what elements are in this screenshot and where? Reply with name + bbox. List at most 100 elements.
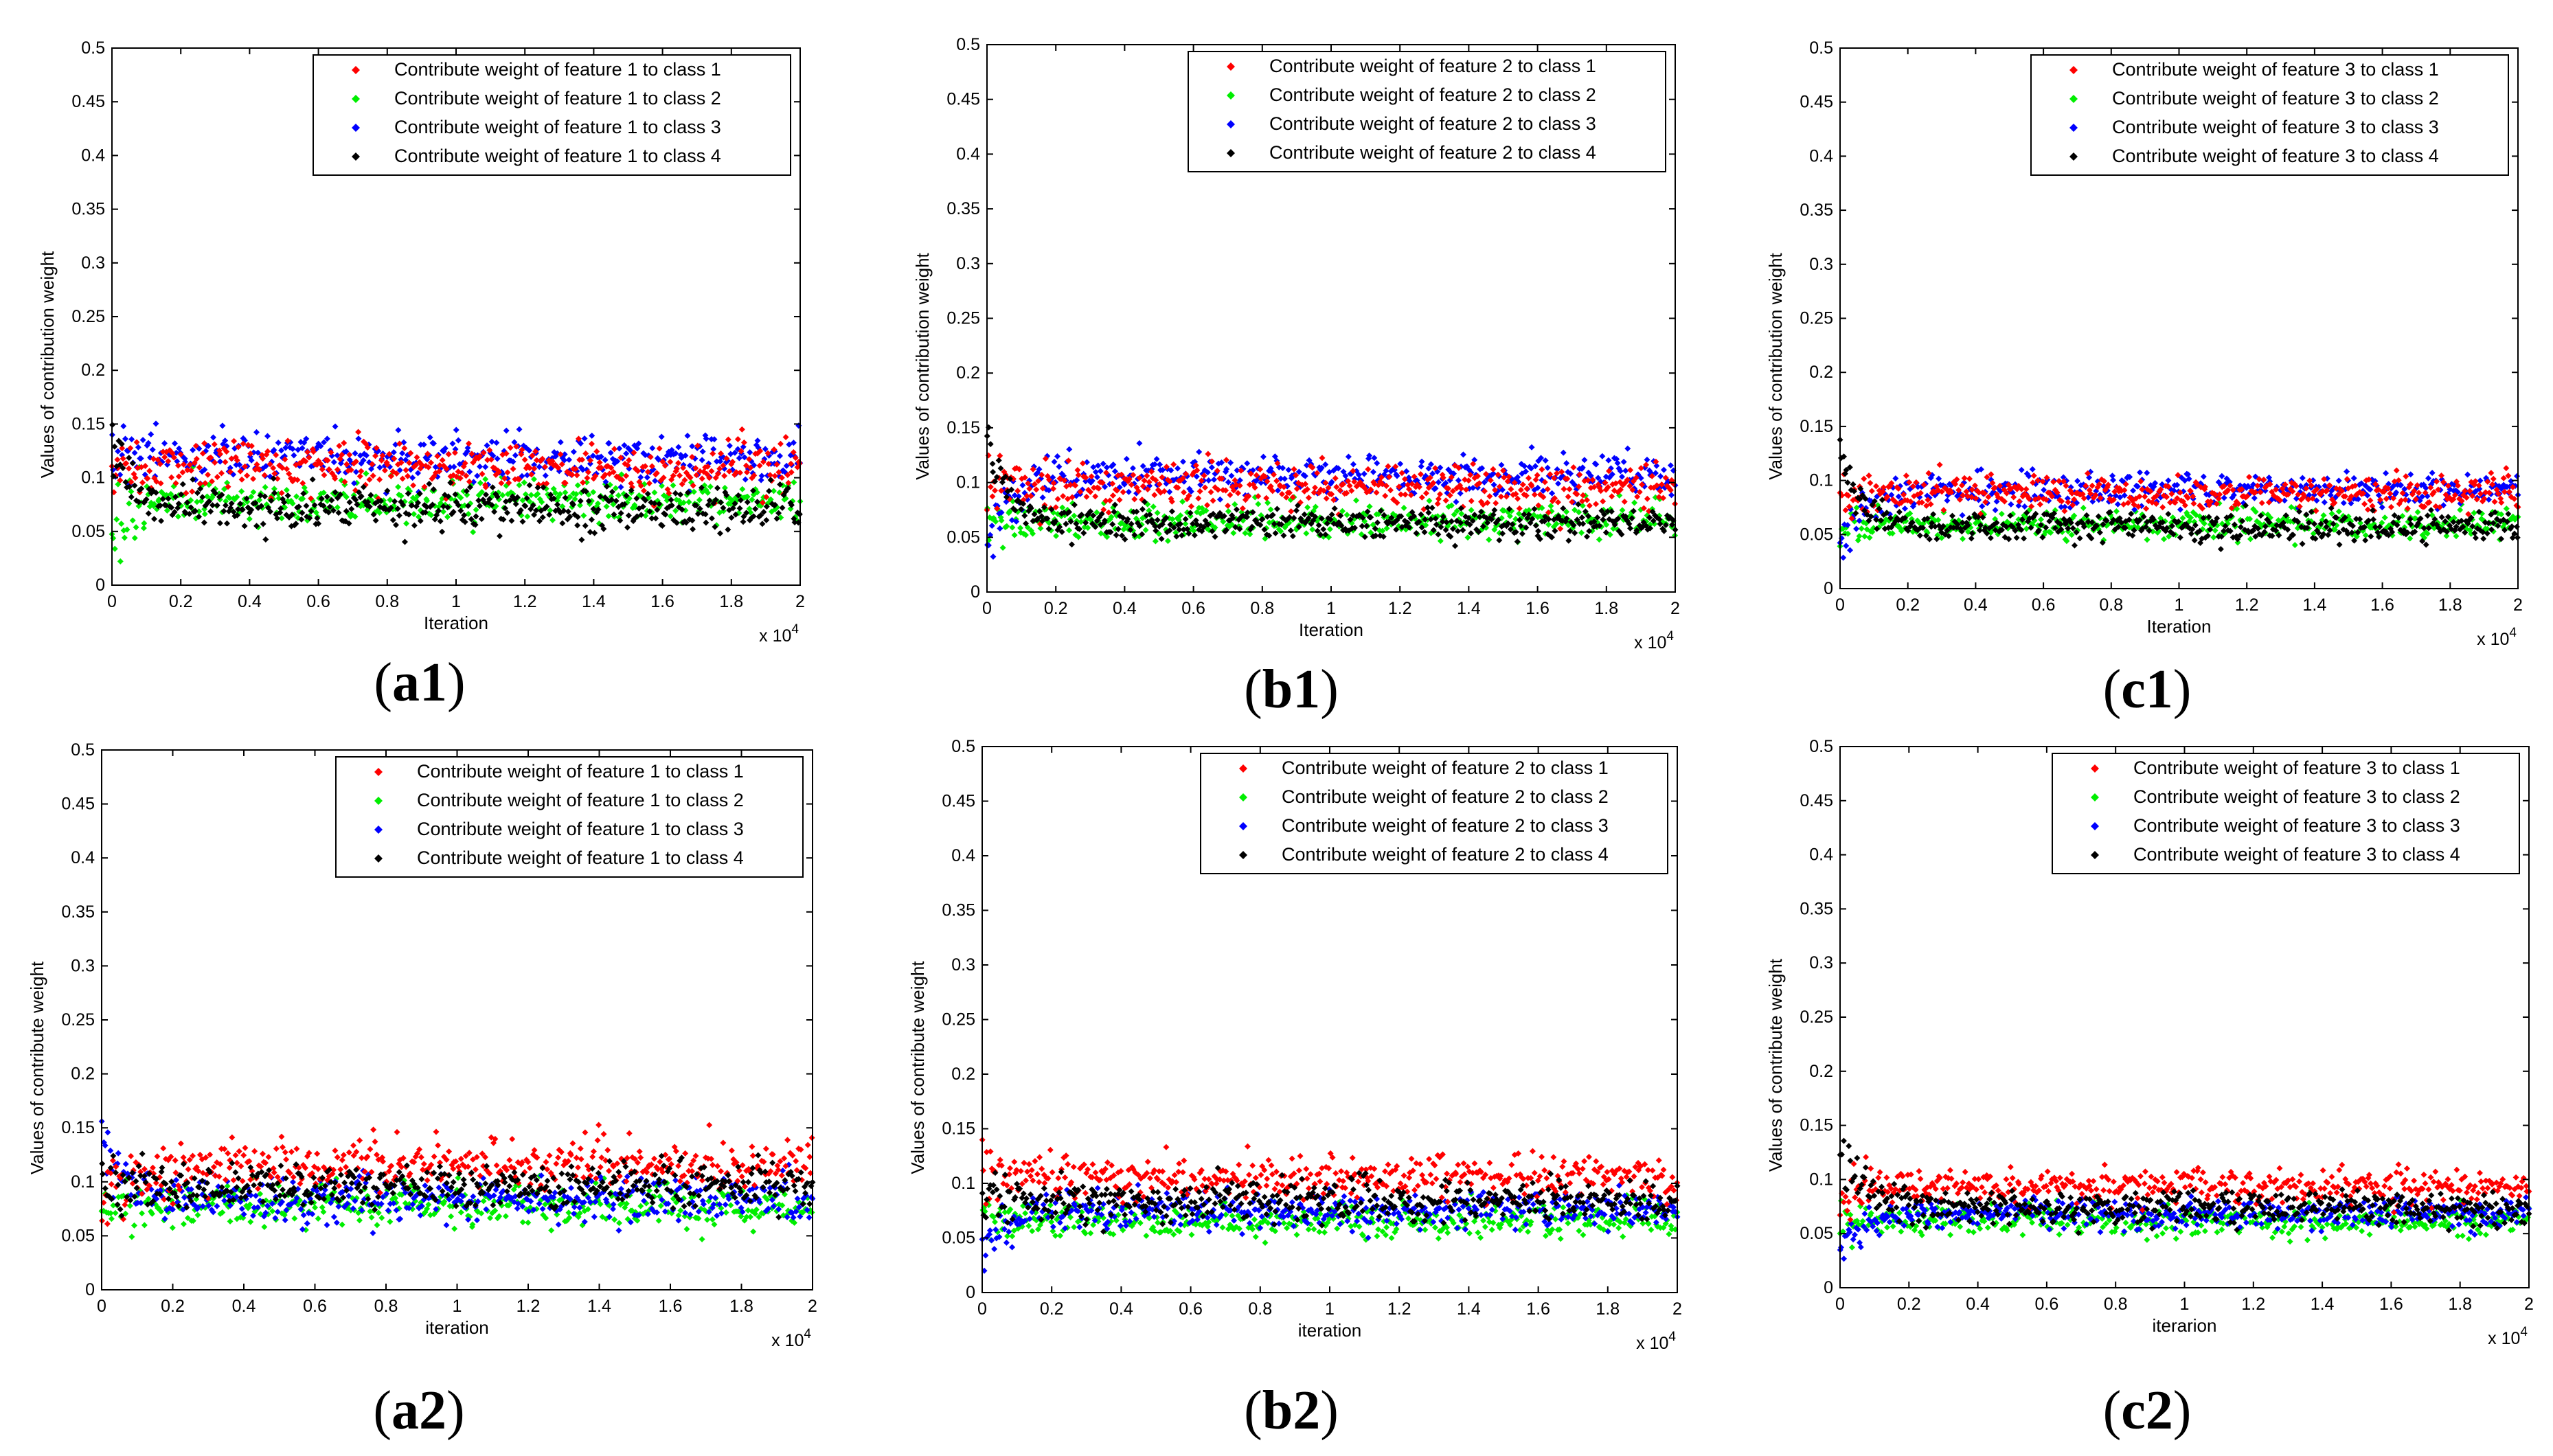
data-point: [642, 512, 649, 519]
legend: Contribute weight of feature 1 to class …: [313, 54, 791, 176]
data-point: [742, 476, 749, 483]
data-point: [466, 478, 473, 485]
data-point: [346, 451, 353, 458]
data-point: [649, 445, 656, 452]
data-point: [699, 457, 705, 464]
data-point: [589, 432, 595, 439]
data-point: [582, 450, 589, 457]
data-point: [403, 520, 410, 527]
data-point: [427, 459, 434, 466]
data-point: [378, 457, 385, 464]
data-point: [477, 479, 484, 486]
data-point: [190, 446, 196, 453]
data-point: [172, 440, 179, 447]
y-tick-label: 0.3: [81, 253, 105, 273]
data-point: [205, 498, 212, 505]
data-point: [617, 484, 624, 490]
data-point: [179, 469, 186, 476]
data-point: [552, 490, 559, 497]
data-point: [317, 443, 324, 450]
data-point: [615, 492, 622, 499]
data-point: [226, 494, 233, 501]
x-tick-label: 0.4: [1113, 599, 1137, 618]
data-point: [270, 464, 277, 471]
data-point: [512, 452, 519, 459]
data-point: [352, 513, 359, 520]
x-tick-label: 1.2: [513, 592, 537, 611]
data-point: [225, 484, 231, 490]
data-point: [443, 466, 450, 473]
data-point: [762, 446, 769, 453]
data-point: [692, 465, 699, 472]
data-point: [332, 423, 339, 430]
data-point: [122, 435, 128, 442]
y-axis-label: Values of contribution weight: [912, 252, 933, 479]
data-point: [262, 484, 269, 490]
data-point: [635, 468, 642, 475]
data-point: [197, 486, 204, 492]
data-point: [731, 449, 738, 456]
data-point: [524, 513, 531, 520]
data-point: [672, 450, 679, 457]
data-point: [250, 489, 257, 496]
data-point: [693, 472, 700, 479]
data-point: [248, 457, 255, 464]
x-tick-label: 1.4: [582, 592, 606, 611]
data-point: [317, 460, 324, 467]
x-tick-label: 0.4: [238, 592, 262, 611]
data-point: [519, 497, 526, 503]
data-point: [186, 510, 193, 517]
data-point: [635, 440, 642, 447]
data-point: [440, 508, 447, 515]
data-point: [370, 473, 376, 479]
data-point: [493, 440, 500, 446]
data-point: [680, 464, 687, 471]
data-point: [271, 470, 278, 477]
data-point: [503, 450, 510, 457]
data-point: [282, 444, 289, 451]
x-tick-label: 1.4: [1457, 599, 1481, 618]
data-point: [352, 458, 359, 465]
data-point: [726, 442, 733, 449]
x-axis-label: Iteration: [424, 613, 488, 633]
data-point: [150, 516, 157, 523]
data-point: [113, 516, 120, 523]
data-point: [644, 468, 651, 475]
data-point: [194, 490, 201, 497]
data-point: [725, 436, 731, 443]
data-point: [596, 459, 603, 466]
data-point: [744, 493, 751, 500]
data-point: [480, 449, 487, 456]
data-point: [572, 466, 579, 473]
data-point: [516, 481, 523, 488]
data-point: [308, 495, 315, 502]
data-point: [355, 435, 362, 442]
data-point: [442, 445, 449, 452]
data-point: [407, 450, 414, 457]
y-tick-label: 0.3: [956, 254, 980, 273]
data-point: [222, 459, 229, 466]
data-point: [289, 500, 296, 507]
data-point: [205, 442, 212, 449]
data-point: [320, 489, 327, 496]
data-point: [201, 511, 208, 518]
data-point: [207, 454, 214, 461]
data-point: [477, 463, 484, 470]
data-point: [405, 473, 411, 479]
data-point: [152, 489, 159, 496]
data-point: [266, 461, 273, 468]
data-point: [536, 464, 543, 470]
y-tick-label: 0.35: [946, 199, 980, 218]
data-point: [118, 521, 125, 527]
data-point: [477, 453, 484, 459]
data-point: [765, 461, 772, 468]
data-point: [464, 491, 470, 498]
data-point: [653, 470, 660, 477]
data-point: [569, 471, 576, 478]
data-point: [174, 462, 181, 469]
data-point: [260, 455, 266, 462]
data-point: [637, 482, 644, 489]
legend-entry: Contribute weight of feature 2 to class …: [1269, 56, 1596, 76]
data-point: [399, 450, 406, 457]
data-point: [677, 472, 683, 479]
